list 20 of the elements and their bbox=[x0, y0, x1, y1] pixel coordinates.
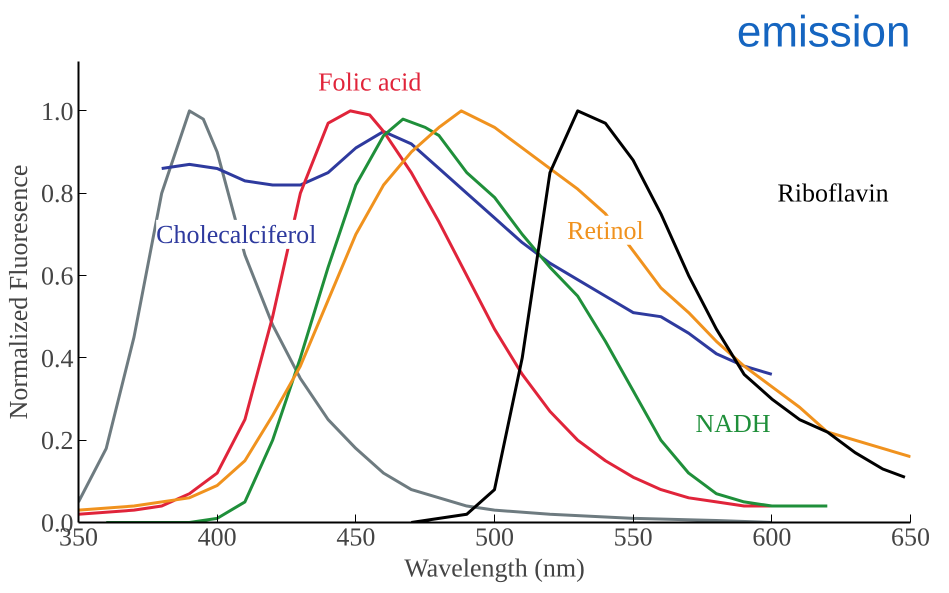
y-tick-label: 1.0 bbox=[41, 96, 74, 126]
x-tick-label: 500 bbox=[475, 522, 514, 552]
series-label: Retinol bbox=[567, 216, 644, 245]
series-label: NADH bbox=[695, 409, 771, 438]
line-series bbox=[78, 109, 910, 512]
series-label: Folic acid bbox=[318, 68, 422, 97]
y-axis-title: Normalized Fluoresence bbox=[4, 164, 33, 420]
x-tick-label: 600 bbox=[752, 522, 792, 552]
y-tick-label: 0.8 bbox=[41, 179, 74, 208]
y-tick-label: 0.4 bbox=[41, 344, 74, 373]
series-label: Cholecalciferol bbox=[156, 220, 316, 249]
x-tick-label: 450 bbox=[336, 522, 376, 552]
chart-title: emission bbox=[736, 8, 911, 56]
text: Riboflavin bbox=[777, 178, 889, 208]
x-tick-label: 650 bbox=[891, 522, 930, 552]
y-tick-label: 0.2 bbox=[41, 426, 74, 456]
x-axis-title: Wavelength (nm) bbox=[404, 554, 585, 582]
x-tick-label: 550 bbox=[614, 522, 653, 552]
x-tick-label: 400 bbox=[198, 522, 237, 552]
y-tick-label: 0.6 bbox=[41, 262, 74, 291]
